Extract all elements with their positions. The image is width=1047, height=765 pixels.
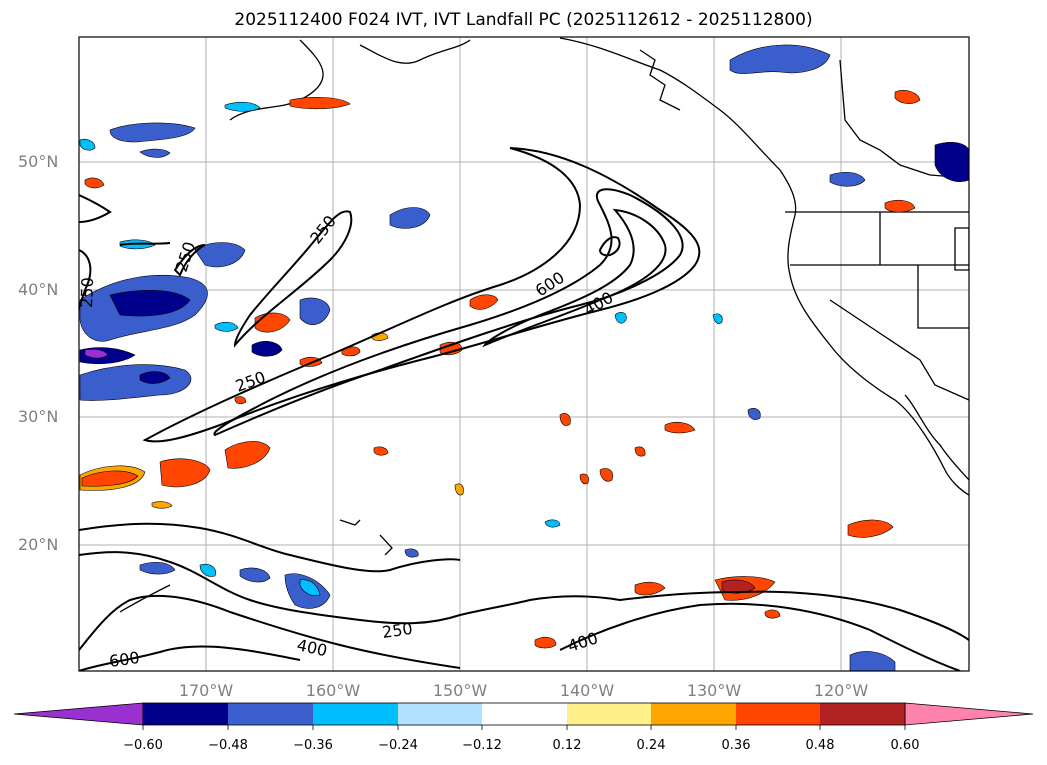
colorbar-over-arrow	[904, 702, 1034, 726]
lon-label: 160°W	[305, 681, 361, 700]
lat-label: 40°N	[18, 280, 59, 299]
negative-pc-patches	[79, 44, 969, 671]
contour-label: 250	[172, 239, 200, 274]
colorbar-tick-label: −0.24	[378, 738, 418, 753]
contour-label: 250	[77, 277, 97, 308]
colorbar-tick-label: 0.36	[721, 738, 751, 753]
colorbar-tick-label: −0.48	[208, 738, 248, 753]
colorbar-bin	[482, 703, 567, 725]
colorbar-tick-label: 0.48	[805, 738, 835, 753]
contour-label: 250	[233, 367, 268, 395]
colorbar	[13, 702, 1034, 730]
gridlines	[79, 37, 969, 671]
lon-label: 120°W	[813, 681, 869, 700]
lon-label: 150°W	[432, 681, 488, 700]
lat-label: 50°N	[18, 152, 59, 171]
colorbar-bin	[398, 703, 482, 725]
positive-pc-patches	[79, 90, 921, 649]
colorbar-tick-label: 0.12	[552, 738, 582, 753]
colorbar-tick-label: 0.60	[890, 738, 920, 753]
contour-label: 400	[581, 288, 617, 320]
contour-label: 250	[381, 619, 414, 642]
ivt-contours	[79, 147, 969, 671]
lon-label: 170°W	[178, 681, 234, 700]
contour-label: 400	[565, 628, 600, 656]
lon-label: 140°W	[559, 681, 615, 700]
contour-label: 600	[108, 648, 141, 671]
colorbar-bin	[820, 703, 905, 725]
colorbar-bin	[736, 703, 820, 725]
colorbar-bin	[651, 703, 736, 725]
colorbar-tick-label: −0.36	[293, 738, 333, 753]
colorbar-bin	[143, 703, 228, 725]
map-frame	[78, 36, 970, 672]
lon-label: 130°W	[686, 681, 742, 700]
colorbar-tick-label: 0.24	[636, 738, 666, 753]
lat-label: 30°N	[18, 407, 59, 426]
colorbar-bin	[567, 703, 651, 725]
contour-label: 400	[295, 635, 329, 660]
lat-label: 20°N	[18, 535, 59, 554]
colorbar-under-arrow	[13, 702, 144, 726]
colorbar-tick-label: −0.60	[123, 738, 163, 753]
colorbar-tick-label: −0.12	[462, 738, 502, 753]
colorbar-bin	[313, 703, 398, 725]
map-title: 2025112400 F024 IVT, IVT Landfall PC (20…	[234, 10, 813, 30]
colorbar-bin	[228, 703, 313, 725]
